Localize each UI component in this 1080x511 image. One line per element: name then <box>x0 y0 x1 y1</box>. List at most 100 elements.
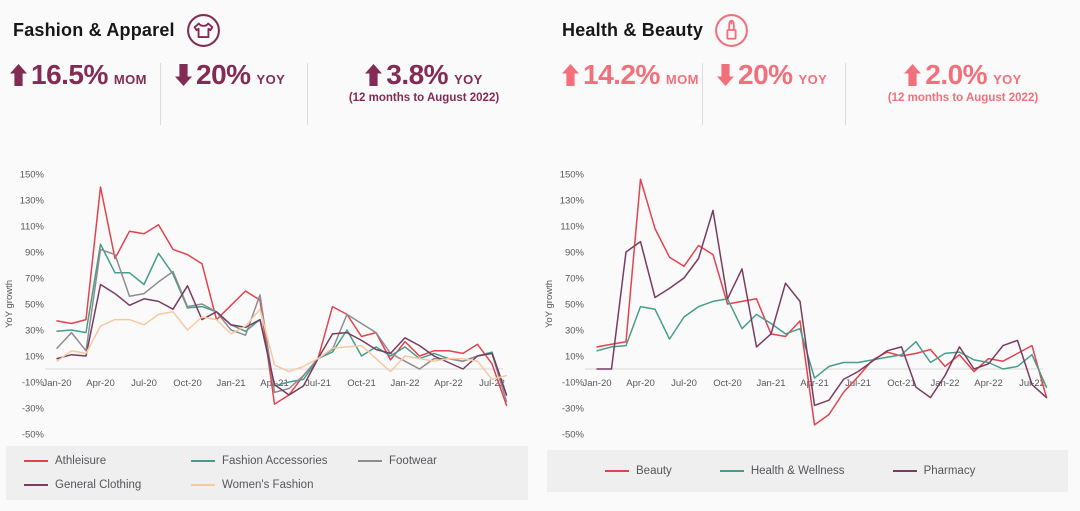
series-line-general-clothing <box>56 283 508 396</box>
panel-header: Health & Beauty <box>540 0 1080 49</box>
x-tick-label: Apr-22 <box>434 378 463 389</box>
stat-yoy: 20% YOY <box>703 61 845 89</box>
stat-value: 16.5% <box>31 59 108 90</box>
x-tick-label: Jan-20 <box>582 378 611 389</box>
y-tick-label: 30% <box>565 326 585 337</box>
x-tick-label: Jul-22 <box>479 378 505 389</box>
panel-health-beauty: Health & Beauty 14.2% MOM <box>540 0 1080 511</box>
y-tick-label: 130% <box>560 196 585 207</box>
y-tick-label: 70% <box>565 274 585 285</box>
y-tick-label: 50% <box>25 300 45 311</box>
x-tick-label: Jul-20 <box>131 378 157 389</box>
series-line-beauty <box>596 178 1048 426</box>
x-tick-label: Jan-22 <box>930 378 959 389</box>
y-tick-label: 50% <box>565 300 585 311</box>
x-tick-label: Jul-20 <box>671 378 697 389</box>
legend-item: Footwear <box>358 455 528 467</box>
x-tick-label: Oct-21 <box>887 378 916 389</box>
stats-row: 14.2% MOM 20% YOY 2.0% YOY (12 mo <box>540 61 1080 131</box>
legend-item: General Clothing <box>24 479 191 491</box>
x-tick-label: Jul-21 <box>305 378 331 389</box>
y-tick-label: 30% <box>25 326 45 337</box>
x-tick-label: Jan-22 <box>390 378 419 389</box>
y-tick-label: -10% <box>562 378 585 389</box>
legend-item: Women's Fashion <box>191 479 358 491</box>
legend-label: Athleisure <box>55 455 107 467</box>
stat-note: (12 months to August 2022) <box>887 92 1039 104</box>
arrow-down-icon <box>175 64 192 86</box>
arrow-up-icon <box>10 64 27 86</box>
line-chart-fashion-apparel: YoY growth 150% 130% 110% 90% 70% 50% 30% 10% -10… <box>4 170 508 441</box>
stat-divider <box>307 63 308 125</box>
arrow-up-icon <box>365 64 383 86</box>
y-tick-label: -50% <box>562 430 585 441</box>
page-title: Fashion & Apparel <box>13 19 175 40</box>
stat-divider <box>160 63 161 125</box>
legend-health-beauty: Beauty Health & Wellness Pharmacy <box>547 450 1068 492</box>
x-tick-label: Apr-20 <box>86 378 115 389</box>
y-tick-label: 90% <box>565 248 585 259</box>
y-tick-label: 110% <box>20 222 44 233</box>
stat-divider <box>702 63 703 125</box>
series-line-health-wellness <box>596 298 1048 388</box>
series-line-women-s-fashion <box>56 308 508 381</box>
stat-value: 20% <box>196 59 251 90</box>
legend-label: Pharmacy <box>923 465 976 477</box>
stat-divider <box>845 63 846 125</box>
legend-item: Athleisure <box>24 455 191 467</box>
x-tick-label: Jan-21 <box>216 378 245 389</box>
y-tick-label: 10% <box>565 352 585 363</box>
legend-fashion-apparel: Athleisure Fashion Accessories Footwear … <box>6 446 528 500</box>
legend-label: Fashion Accessories <box>222 455 328 467</box>
line-chart-health-beauty: YoY growth 150% 130% 110% 90% 70% 50% 30% 10% -10… <box>544 170 1048 441</box>
x-tick-label: Apr-22 <box>974 378 1003 389</box>
series-swatch <box>892 470 917 472</box>
y-tick-label: -10% <box>22 378 45 389</box>
stat-unit: YOY <box>256 72 286 87</box>
y-axis-title: YoY growth <box>544 280 555 328</box>
x-tick-label: Oct-21 <box>347 378 376 389</box>
x-tick-label: Jan-21 <box>756 378 785 389</box>
stat-unit: YOY <box>454 72 483 87</box>
legend-label: Women's Fashion <box>222 479 314 491</box>
series-line-athleisure <box>56 186 508 407</box>
y-tick-label: 130% <box>20 196 45 207</box>
panel-header: Fashion & Apparel <box>0 0 540 49</box>
stat-unit: MOM <box>113 72 147 87</box>
legend-item: Health & Wellness <box>719 465 845 477</box>
lipstick-icon <box>713 12 750 49</box>
series-swatch <box>605 470 629 472</box>
y-tick-label: -30% <box>562 404 585 415</box>
y-tick-label: 70% <box>25 274 45 285</box>
stat-note: (12 months to August 2022) <box>348 92 500 104</box>
stat-yoy-12m: 2.0% YOY (12 months to August 2022) <box>846 59 1080 105</box>
legend-item: Beauty <box>605 465 672 477</box>
y-tick-label: 110% <box>560 222 584 233</box>
y-tick-label: 150% <box>560 170 585 181</box>
y-tick-label: -50% <box>22 430 45 441</box>
y-tick-label: 150% <box>20 170 45 181</box>
series-line-pharmacy <box>596 209 1048 407</box>
y-tick-label: 10% <box>25 352 45 363</box>
legend-label: Health & Wellness <box>750 465 845 477</box>
stat-mom: 16.5% MOM <box>10 61 160 89</box>
series-swatch <box>719 470 744 472</box>
stat-mom: 14.2% MOM <box>562 61 702 89</box>
stat-yoy-12m: 3.8% YOY (12 months to August 2022) <box>308 59 540 105</box>
y-axis-title: YoY growth <box>4 280 15 328</box>
legend-label: Footwear <box>389 455 437 467</box>
panel-fashion-apparel: Fashion & Apparel 16.5% MOM <box>0 0 540 500</box>
y-tick-label: 90% <box>25 248 45 259</box>
tshirt-icon <box>185 12 222 49</box>
series-swatch <box>191 484 215 486</box>
stat-value: 3.8% <box>386 59 449 90</box>
x-tick-label: Jan-20 <box>42 378 71 389</box>
stat-value: 2.0% <box>925 59 988 90</box>
legend-item: Pharmacy <box>892 465 976 477</box>
x-tick-label: Oct-20 <box>173 378 202 389</box>
arrow-down-icon <box>717 64 734 86</box>
arrow-up-icon <box>562 64 579 86</box>
stat-yoy: 20% YOY <box>161 61 307 89</box>
x-tick-label: Jul-21 <box>845 378 871 389</box>
stat-unit: YOY <box>993 72 1022 87</box>
